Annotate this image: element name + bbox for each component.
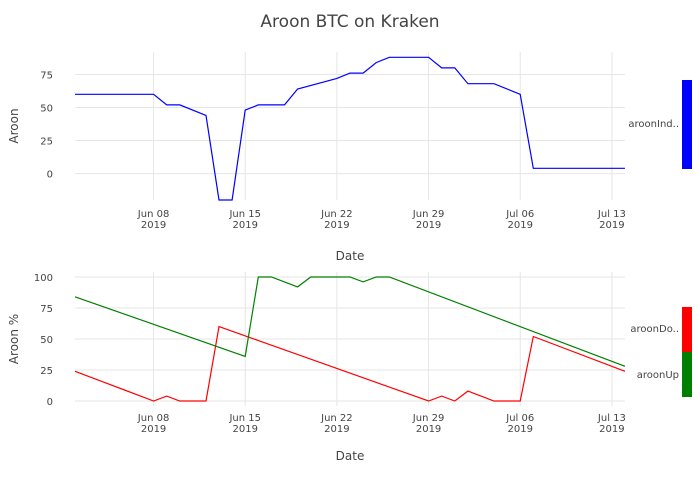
x-tick-year: 2019 bbox=[141, 424, 166, 435]
y-tick-label: 75 bbox=[40, 304, 53, 315]
x-tick-label: Jul 06 bbox=[505, 209, 534, 220]
y-tick-label: 100 bbox=[34, 273, 53, 284]
series-line-aroonind bbox=[75, 56, 625, 201]
y-axis-title: Aroon bbox=[7, 108, 21, 143]
y-tick-label: 50 bbox=[40, 335, 53, 346]
x-tick-year: 2019 bbox=[141, 220, 166, 231]
y-tick-label: 25 bbox=[40, 137, 53, 148]
legend-label[interactable]: aroonUp bbox=[637, 370, 679, 381]
legend-label[interactable]: aroonInd.. bbox=[628, 119, 679, 130]
legend-swatch[interactable] bbox=[682, 80, 692, 169]
x-tick-year: 2019 bbox=[508, 424, 533, 435]
y-tick-label: 25 bbox=[40, 366, 53, 377]
x-tick-label: Jun 15 bbox=[228, 209, 261, 220]
x-tick-label: Jun 29 bbox=[412, 413, 445, 424]
series-line-aroonup bbox=[74, 276, 626, 367]
chart-title: Aroon BTC on Kraken bbox=[260, 12, 439, 32]
x-tick-year: 2019 bbox=[599, 424, 624, 435]
x-tick-label: Jul 13 bbox=[597, 413, 626, 424]
legend-swatch[interactable] bbox=[682, 352, 692, 397]
y-axis-title: Aroon % bbox=[7, 314, 21, 364]
x-axis-title: Date bbox=[336, 449, 365, 463]
x-tick-year: 2019 bbox=[324, 220, 349, 231]
x-tick-year: 2019 bbox=[599, 220, 624, 231]
x-tick-year: 2019 bbox=[324, 424, 349, 435]
x-tick-label: Jun 29 bbox=[412, 209, 445, 220]
y-tick-label: 75 bbox=[40, 70, 53, 81]
y-tick-label: 0 bbox=[47, 170, 53, 181]
x-tick-label: Jun 22 bbox=[320, 209, 353, 220]
y-tick-label: 0 bbox=[47, 397, 53, 408]
x-tick-year: 2019 bbox=[508, 220, 533, 231]
x-tick-label: Jun 22 bbox=[320, 413, 353, 424]
x-tick-year: 2019 bbox=[233, 424, 258, 435]
legend-label[interactable]: aroonDo.. bbox=[630, 324, 679, 335]
x-tick-label: Jun 15 bbox=[228, 413, 261, 424]
x-tick-year: 2019 bbox=[416, 220, 441, 231]
x-tick-label: Jul 13 bbox=[597, 209, 626, 220]
x-axis-title: Date bbox=[336, 249, 365, 263]
y-tick-label: 50 bbox=[40, 104, 53, 115]
x-tick-label: Jun 08 bbox=[137, 413, 170, 424]
x-tick-label: Jun 08 bbox=[137, 209, 170, 220]
x-tick-year: 2019 bbox=[233, 220, 258, 231]
x-tick-label: Jul 06 bbox=[505, 413, 534, 424]
legend-swatch[interactable] bbox=[682, 307, 692, 352]
series-line-aroondo bbox=[74, 325, 626, 402]
x-tick-year: 2019 bbox=[416, 424, 441, 435]
